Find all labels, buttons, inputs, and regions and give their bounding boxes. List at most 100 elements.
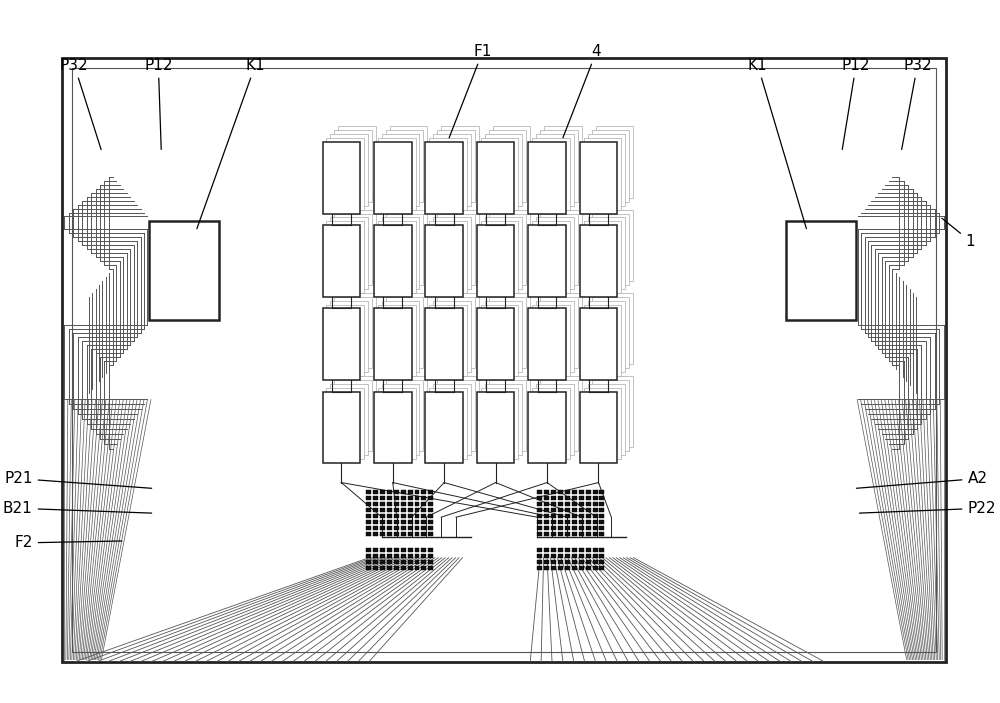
Bar	[415, 548, 419, 552]
Bar	[374, 309, 412, 380]
Bar	[390, 375, 427, 447]
Bar	[415, 532, 419, 536]
Bar	[394, 548, 399, 552]
Bar	[586, 496, 591, 501]
Text: P22: P22	[859, 501, 996, 516]
Bar	[565, 554, 570, 557]
Bar	[323, 226, 360, 297]
Text: K1: K1	[748, 58, 806, 228]
Bar	[572, 526, 577, 530]
Bar	[586, 566, 591, 569]
Bar	[586, 532, 591, 536]
Bar	[537, 526, 542, 530]
Bar	[586, 491, 591, 494]
Bar	[374, 226, 412, 297]
Bar	[592, 380, 629, 451]
Bar	[599, 532, 604, 536]
Bar	[373, 520, 378, 524]
Bar	[366, 548, 371, 552]
Bar	[428, 491, 433, 494]
Bar	[415, 496, 419, 501]
Bar	[394, 496, 399, 501]
Bar	[565, 520, 570, 524]
Bar	[387, 496, 392, 501]
Bar	[477, 226, 514, 297]
Bar	[387, 554, 392, 557]
Bar	[485, 301, 522, 372]
Bar	[532, 221, 570, 292]
Bar	[323, 392, 360, 463]
Bar	[485, 384, 522, 455]
Bar	[532, 387, 570, 459]
Bar	[401, 566, 406, 569]
Bar	[334, 131, 372, 202]
Bar	[558, 526, 563, 530]
Bar	[390, 292, 427, 364]
Bar	[415, 491, 419, 494]
Bar	[394, 491, 399, 494]
Bar	[565, 503, 570, 506]
Bar	[415, 560, 419, 564]
Bar	[334, 214, 372, 285]
Bar	[387, 566, 392, 569]
Bar	[425, 142, 463, 214]
Bar	[401, 554, 406, 557]
Bar	[586, 548, 591, 552]
Bar	[572, 520, 577, 524]
Bar	[387, 532, 392, 536]
Bar	[532, 304, 570, 375]
Bar	[551, 554, 556, 557]
Bar	[588, 217, 625, 289]
Bar	[415, 508, 419, 512]
Bar	[481, 387, 518, 459]
Bar	[429, 304, 467, 375]
Bar	[544, 560, 549, 564]
Bar	[592, 214, 629, 285]
Bar	[592, 297, 629, 368]
Bar	[415, 566, 419, 569]
Bar	[572, 566, 577, 569]
Bar	[586, 514, 591, 518]
Bar	[558, 520, 563, 524]
Bar	[493, 209, 530, 280]
Bar	[366, 566, 371, 569]
Bar	[408, 491, 413, 494]
Text: P21: P21	[4, 471, 152, 489]
Bar	[536, 217, 574, 289]
Bar	[330, 217, 368, 289]
Bar	[394, 566, 399, 569]
Bar	[477, 309, 514, 380]
Bar	[537, 520, 542, 524]
Bar	[62, 58, 946, 662]
Bar	[338, 292, 376, 364]
Bar	[380, 526, 385, 530]
Bar	[415, 520, 419, 524]
Bar	[366, 496, 371, 501]
Bar	[373, 491, 378, 494]
Bar	[540, 131, 578, 202]
Bar	[373, 548, 378, 552]
Bar	[572, 554, 577, 557]
Bar	[386, 214, 423, 285]
Bar	[544, 375, 582, 447]
Bar	[528, 392, 566, 463]
Bar	[421, 566, 426, 569]
Bar	[579, 503, 584, 506]
Bar	[599, 554, 604, 557]
Bar	[493, 375, 530, 447]
Bar	[593, 514, 598, 518]
Bar	[593, 496, 598, 501]
Bar	[373, 496, 378, 501]
Bar	[551, 526, 556, 530]
Bar	[540, 297, 578, 368]
Bar	[428, 554, 433, 557]
Bar	[572, 503, 577, 506]
Text: 1: 1	[942, 218, 975, 249]
Bar	[382, 217, 419, 289]
Bar	[493, 127, 530, 198]
Bar	[544, 496, 549, 501]
Bar	[558, 503, 563, 506]
Bar	[401, 526, 406, 530]
Bar	[593, 526, 598, 530]
Bar	[536, 384, 574, 455]
